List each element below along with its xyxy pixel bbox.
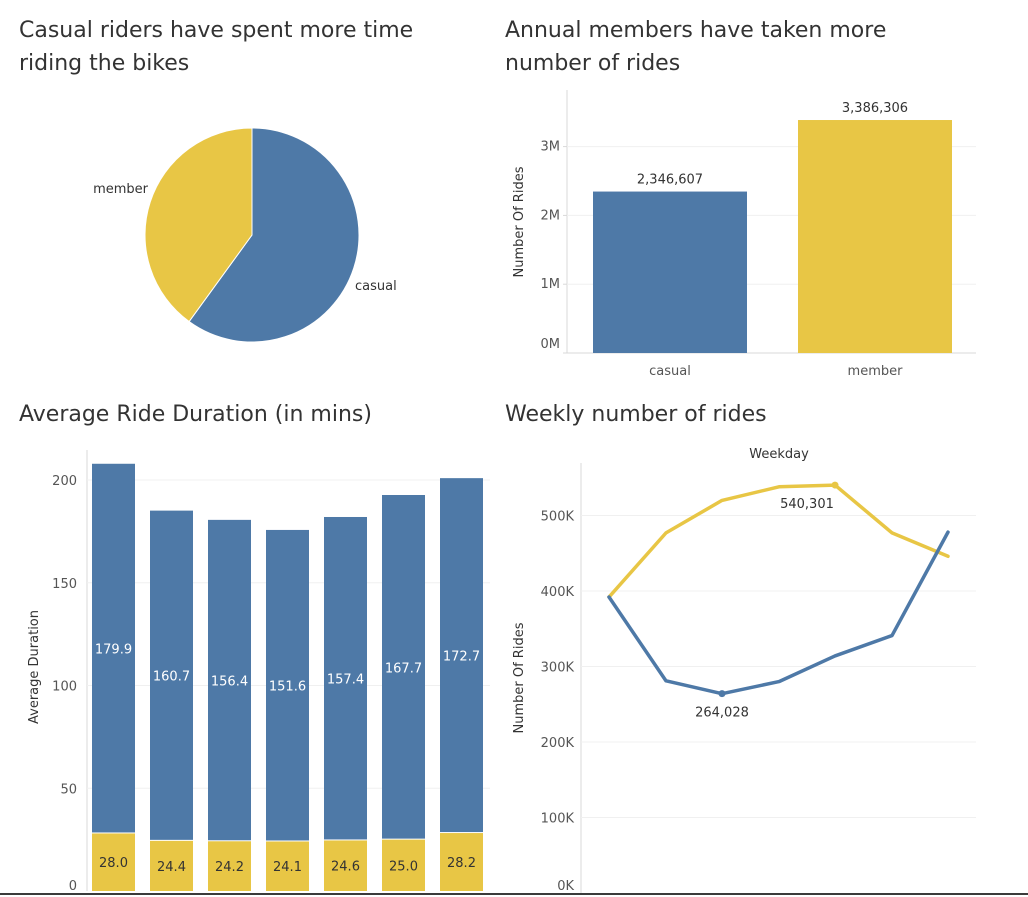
pie-label-member: member [93, 182, 149, 197]
weekly-point-member [831, 481, 839, 489]
duration-casual-label: 151.6 [269, 680, 306, 695]
duration-bar-member [440, 833, 483, 891]
pie-label-casual: casual [355, 279, 397, 294]
bar-y-tick-label: 3M [541, 140, 561, 155]
duration-bar-casual [266, 529, 309, 841]
duration-bar-member [150, 840, 193, 891]
duration-member-label: 24.1 [273, 860, 302, 875]
duration-member-label: 24.2 [215, 860, 244, 875]
weekly-y-tick-label: 500K [541, 510, 575, 525]
bar-member [798, 120, 952, 353]
bar-value-label: 3,386,306 [842, 101, 908, 116]
duration-bar-member [382, 839, 425, 891]
bar-y-axis-title: Number Of Rides [512, 166, 527, 277]
weekly-y-tick-label: 100K [541, 812, 575, 827]
pie-slice-member [144, 127, 253, 323]
duration-bar-member [92, 833, 135, 891]
duration-bar-member [208, 841, 251, 891]
bar-chart-title: Annual members have taken more number of… [505, 18, 887, 76]
duration-member-label: 24.4 [157, 860, 186, 875]
pie-slice-casual [188, 127, 360, 343]
duration-y-tick-label: 200 [52, 474, 77, 489]
duration-y-tick-label: 50 [60, 782, 77, 797]
duration-member-label: 24.6 [331, 860, 360, 875]
bar-y-tick-label: 0M [541, 337, 561, 352]
duration-casual-label: 156.4 [211, 675, 248, 690]
weekly-point-casual [718, 690, 726, 698]
weekly-y-tick-label: 200K [541, 736, 575, 751]
bar-casual [593, 191, 747, 353]
duration-bar-casual [150, 510, 193, 840]
duration-casual-label: 167.7 [385, 661, 422, 676]
weekly-y-tick-label: 300K [541, 661, 575, 676]
weekly-annotation-casual: 264,028 [695, 706, 749, 721]
duration-chart-title: Average Ride Duration (in mins) [19, 402, 372, 427]
weekly-x-axis-title: Weekday [749, 447, 809, 462]
weekly-y-tick-label: 400K [541, 585, 575, 600]
duration-member-label: 28.2 [447, 856, 476, 871]
weekly-line-casual [607, 530, 950, 696]
pie-chart-title: Casual riders have spent more time ridin… [19, 18, 414, 76]
duration-member-label: 25.0 [389, 859, 418, 874]
bar-value-label: 2,346,607 [637, 173, 703, 188]
bottom-border [0, 893, 1028, 895]
duration-casual-label: 172.7 [443, 650, 480, 665]
duration-y-tick-label: 150 [52, 577, 77, 592]
bar-y-tick-label: 1M [541, 277, 561, 292]
bar-y-tick-label: 2M [541, 208, 561, 223]
duration-member-label: 28.0 [99, 856, 128, 871]
duration-bar-casual [382, 495, 425, 839]
bar-category-label: member [848, 364, 904, 379]
duration-bar-casual [208, 519, 251, 841]
duration-y-tick-label: 100 [52, 680, 77, 695]
weekly-y-tick-label: 0K [557, 879, 574, 894]
duration-bar-casual [92, 463, 135, 833]
weekly-line-member [607, 483, 950, 599]
duration-casual-label: 179.9 [95, 643, 132, 658]
bar-category-label: casual [649, 364, 691, 379]
weekly-chart-title: Weekly number of rides [505, 402, 767, 427]
duration-y-tick-label: 0 [69, 879, 77, 894]
weekly-annotation-member: 540,301 [780, 497, 834, 512]
weekly-y-axis-title: Number Of Rides [512, 622, 527, 733]
duration-casual-label: 157.4 [327, 673, 364, 688]
duration-y-axis-title: Average Duration [27, 610, 42, 724]
duration-bar-member [324, 840, 367, 891]
duration-bar-casual [324, 516, 367, 840]
duration-bar-member [266, 841, 309, 891]
duration-casual-label: 160.7 [153, 670, 190, 685]
duration-bar-casual [440, 478, 483, 833]
